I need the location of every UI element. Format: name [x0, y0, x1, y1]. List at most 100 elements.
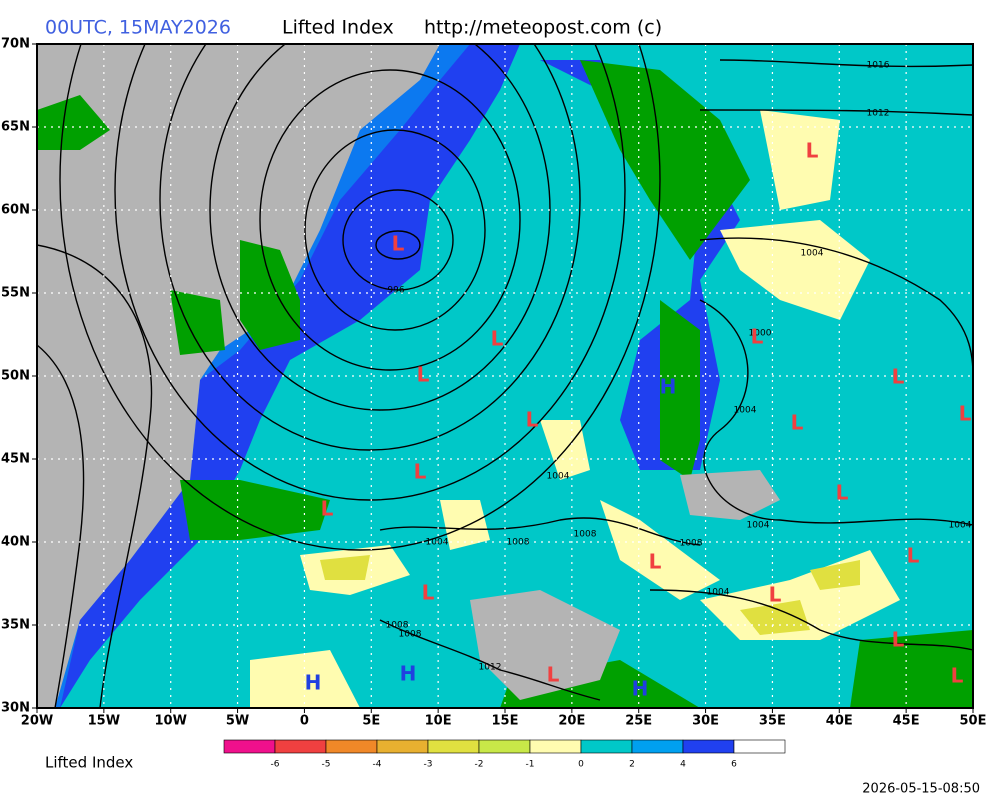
- pressure-center: H: [400, 662, 417, 686]
- lat-label: 70N: [1, 37, 30, 52]
- isobar-label: 1016: [867, 61, 890, 71]
- colorbar-tick: -5: [322, 760, 331, 770]
- colorbar-swatch: [733, 739, 786, 754]
- unstable-zone: [300, 420, 900, 640]
- isobar-label: 1008: [574, 530, 597, 540]
- isobar-label: 1000: [749, 329, 772, 339]
- colorbar-swatch: [274, 739, 327, 754]
- pressure-center: L: [836, 481, 849, 505]
- ocean-mask: [37, 44, 440, 708]
- field-layer: [37, 44, 973, 708]
- isobar-label: 1004: [734, 406, 757, 416]
- graticule: [37, 44, 973, 708]
- colorbar-tick: -2: [475, 760, 484, 770]
- timestamp: 2026-05-15-08:50: [862, 782, 980, 797]
- isobar-label: 1004: [801, 249, 824, 259]
- pressure-center: L: [791, 411, 804, 435]
- isobar-label: 1008: [507, 538, 530, 548]
- isobar-label: 1008: [399, 630, 422, 640]
- land: [180, 480, 330, 540]
- pressure-center: L: [769, 583, 782, 607]
- colorbar-tick: 6: [731, 760, 737, 770]
- pressure-center: H: [660, 375, 677, 399]
- lon-label: 50E: [960, 714, 987, 729]
- lon-label: 45E: [893, 714, 920, 729]
- colorbar-tick: -6: [271, 760, 280, 770]
- lon-label: 5E: [362, 714, 380, 729]
- land: [37, 95, 110, 150]
- unstable-zone: [250, 650, 360, 708]
- colorbar-swatch: [631, 739, 684, 754]
- sea-mask: [470, 470, 780, 700]
- lat-label: 50N: [1, 369, 30, 384]
- isobar-label: 1004: [949, 521, 972, 531]
- pressure-center: L: [547, 663, 560, 687]
- lon-label: 10W: [154, 714, 186, 729]
- isobar-label: 1012: [867, 109, 890, 119]
- colorbar-tick: -4: [373, 760, 382, 770]
- isobar-label: 1012: [479, 663, 502, 673]
- lon-label: 15W: [88, 714, 120, 729]
- pressure-center: H: [305, 671, 322, 695]
- pressure-center: L: [959, 402, 972, 426]
- lon-label: 35E: [759, 714, 786, 729]
- pressure-center: L: [649, 550, 662, 574]
- colorbar-swatch: [376, 739, 429, 754]
- lon-label: 25E: [625, 714, 652, 729]
- source-title: http://meteopost.com (c): [424, 17, 662, 39]
- colorbar-tick: 0: [578, 760, 584, 770]
- colorbar-swatch: [223, 739, 276, 754]
- run-title: 00UTC, 15MAY2026: [45, 17, 231, 39]
- isobar-label: 1004: [547, 472, 570, 482]
- lon-label: 30E: [692, 714, 719, 729]
- lat-label: 35N: [1, 618, 30, 633]
- pressure-center: L: [392, 232, 405, 256]
- isobar-label: 1004: [426, 538, 449, 548]
- pressure-center: L: [892, 365, 905, 389]
- colorbar-swatch: [580, 739, 633, 754]
- colorbar-tick: -3: [424, 760, 433, 770]
- colorbar-swatch: [325, 739, 378, 754]
- field-title: Lifted Index: [282, 17, 394, 39]
- isobars: [37, 44, 973, 708]
- lat-label: 65N: [1, 120, 30, 135]
- colorbar-tick: 2: [629, 760, 635, 770]
- pressure-center: L: [321, 497, 334, 521]
- pressure-center: L: [491, 327, 504, 351]
- lon-label: 5W: [226, 714, 249, 729]
- pressure-center: L: [907, 544, 920, 568]
- colorbar-swatch: [682, 739, 735, 754]
- isobar-label: 1008: [680, 539, 703, 549]
- colorbar-swatch: [478, 739, 531, 754]
- pressure-center: L: [892, 628, 905, 652]
- lat-label: 30N: [1, 701, 30, 716]
- lon-label: 15E: [492, 714, 519, 729]
- colorbar: -6 -5 -4 -3 -2 -1 0 2 4 6: [223, 739, 786, 770]
- pressure-center: L: [751, 325, 764, 349]
- lat-label: 45N: [1, 452, 30, 467]
- isobar-label: 996: [387, 286, 404, 296]
- lat-label: 55N: [1, 286, 30, 301]
- pressure-center: H: [632, 677, 649, 701]
- isobar-label: 1008: [386, 621, 409, 631]
- unstable-zone: [720, 110, 870, 320]
- lon-label: 20E: [558, 714, 585, 729]
- lon-label: 40E: [826, 714, 853, 729]
- colorbar-tick: 4: [680, 760, 686, 770]
- pressure-center: L: [951, 664, 964, 688]
- lon-label: 0: [300, 714, 309, 729]
- colorbar-swatch: [529, 739, 582, 754]
- lat-label: 40N: [1, 535, 30, 550]
- isobar-label: 1004: [747, 521, 770, 531]
- legend-label: Lifted Index: [45, 754, 133, 772]
- lat-label: 60N: [1, 203, 30, 218]
- pressure-center: L: [417, 363, 430, 387]
- pressure-center: L: [414, 460, 427, 484]
- unstable-core: [320, 555, 860, 635]
- pressure-center: L: [806, 139, 819, 163]
- pressure-center: L: [422, 581, 435, 605]
- lon-label: 10E: [425, 714, 452, 729]
